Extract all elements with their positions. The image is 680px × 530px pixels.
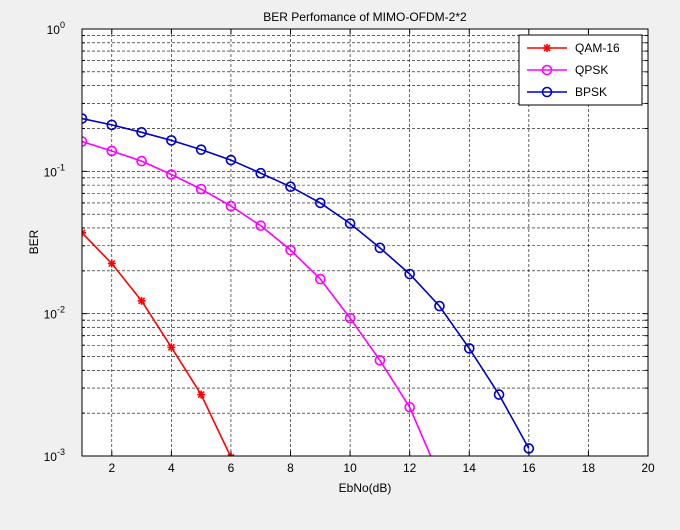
legend-label-qpsk: QPSK	[575, 63, 608, 77]
plot-frame	[81, 28, 649, 457]
data-point-qam-16	[107, 259, 116, 268]
star-stroke	[197, 391, 205, 399]
x-tick-label: 14	[463, 461, 477, 475]
data-point-bpsk	[225, 154, 237, 166]
legend-marker-qam-16	[543, 44, 551, 52]
y-axis-label: BER	[27, 229, 41, 254]
data-point-qpsk	[166, 169, 177, 180]
data-point-qpsk	[82, 136, 88, 147]
data-point-bpsk	[136, 127, 147, 138]
x-tick-label: 16	[522, 461, 536, 475]
series-layer	[82, 113, 535, 481]
data-point-qpsk	[285, 244, 296, 256]
chart-title: BER Perfomance of MIMO-OFDM-2*2	[263, 10, 467, 24]
data-point-bpsk	[255, 167, 267, 179]
star-stroke	[167, 343, 175, 351]
data-point-qam-16	[82, 228, 86, 237]
star-stroke	[227, 453, 231, 456]
legend-label-bpsk: BPSK	[575, 85, 607, 99]
data-point-qam-16	[167, 343, 176, 352]
y-tick-label: 100	[47, 20, 65, 37]
data-point-bpsk	[374, 242, 386, 254]
data-point-qpsk	[255, 220, 267, 231]
x-tick-label: 18	[582, 461, 596, 475]
legend: QAM-16 QPSK BPSK	[518, 34, 643, 106]
x-tick-label: 20	[641, 461, 655, 475]
data-point-bpsk	[404, 268, 415, 280]
star-stroke	[82, 229, 86, 234]
legend-marker-bpsk	[541, 86, 553, 98]
legend-marker-qpsk	[541, 64, 553, 76]
data-point-bpsk	[434, 300, 445, 312]
data-point-qam-16	[197, 390, 206, 399]
series-line-qpsk	[82, 140, 432, 456]
star-stroke	[231, 453, 235, 456]
star-stroke	[108, 259, 116, 268]
data-point-qpsk	[374, 355, 386, 366]
data-point-bpsk	[344, 218, 356, 229]
data-point-bpsk	[493, 389, 505, 400]
data-point-qpsk	[225, 200, 237, 212]
y-tick-label: 10-3	[44, 447, 65, 464]
axis-ticks: 2 4 6 8 10 12 14 16 18 20 10-3 10-2 10-1 100	[44, 20, 655, 475]
data-point-qpsk	[435, 472, 444, 481]
x-tick-label: 12	[403, 461, 417, 475]
data-point-qpsk	[136, 155, 147, 167]
x-tick-label: 10	[343, 461, 357, 475]
y-tick-label: 10-2	[44, 305, 65, 322]
y-tick-label: 10-1	[44, 162, 65, 179]
data-point-bpsk	[285, 181, 296, 192]
star-stroke	[543, 44, 551, 52]
series-line-bpsk	[82, 117, 530, 449]
x-tick-label: 4	[168, 461, 175, 475]
x-tick-label: 6	[228, 461, 235, 475]
data-point-qpsk	[344, 312, 356, 324]
data-point-bpsk	[315, 197, 326, 209]
data-point-qam-16	[137, 296, 146, 305]
series-line-qam-16	[82, 232, 232, 456]
x-axis-label: EbNo(dB)	[339, 481, 392, 495]
data-point-bpsk	[82, 113, 88, 124]
data-point-bpsk	[463, 343, 475, 354]
data-point-bpsk	[195, 144, 207, 155]
data-point-qpsk	[315, 273, 326, 285]
x-tick-label: 8	[287, 461, 294, 475]
x-tick-label: 2	[108, 461, 115, 475]
data-point-qpsk	[404, 401, 415, 413]
data-point-qpsk	[106, 145, 118, 157]
data-point-bpsk	[166, 135, 177, 146]
star-stroke	[138, 297, 146, 305]
star-stroke	[82, 231, 86, 237]
data-point-bpsk	[106, 119, 118, 131]
legend-label-qam-16: QAM-16	[575, 41, 620, 55]
data-point-qpsk	[195, 183, 207, 195]
